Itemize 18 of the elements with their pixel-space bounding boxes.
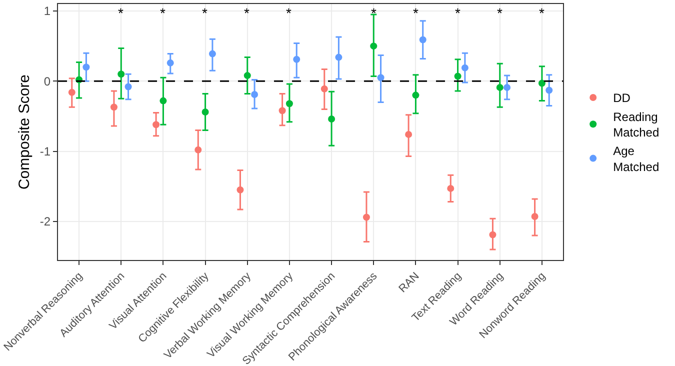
y-axis-title: Composite Score <box>16 74 34 190</box>
legend-label: DD <box>613 91 631 106</box>
legend-label: Age Matched <box>613 144 660 174</box>
annotation: * <box>286 5 292 21</box>
legend-label: Reading Matched <box>613 110 660 140</box>
annotation: * <box>160 5 166 21</box>
annotation: * <box>118 5 124 21</box>
annotation: * <box>244 5 250 21</box>
y-tick-label: -2 <box>40 214 51 229</box>
annotation: * <box>455 5 461 21</box>
annotation: * <box>497 5 503 21</box>
y-tick-label: 0 <box>44 74 51 88</box>
y-tick-label: -1 <box>40 144 51 158</box>
y-tick-label: 1 <box>44 4 51 18</box>
annotation: * <box>202 5 208 21</box>
annotation: * <box>539 5 545 21</box>
annotation: * <box>371 5 377 21</box>
annotation: * <box>413 5 419 21</box>
